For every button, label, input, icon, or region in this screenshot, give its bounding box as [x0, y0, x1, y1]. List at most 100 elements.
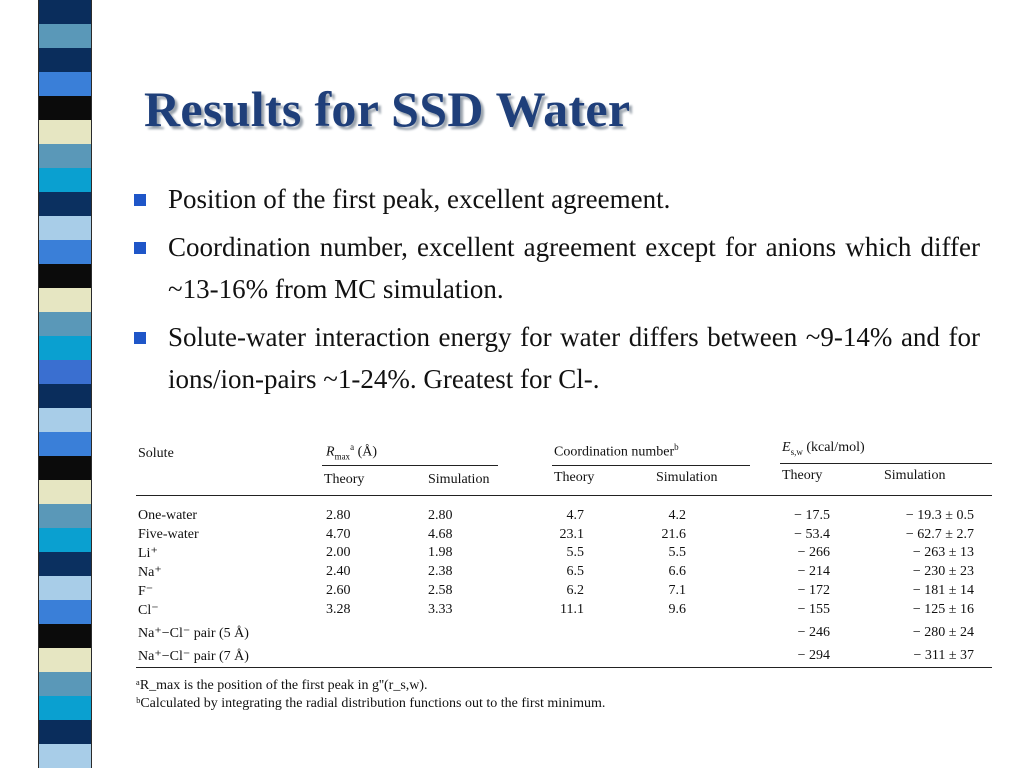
cell-c-sim: 5.5 [668, 545, 687, 560]
cell-r-sim: 2.80 [428, 508, 453, 523]
stripe-segment [38, 552, 92, 576]
cell-e-theory: − 266 [797, 545, 830, 560]
cell-e-theory: − 53.4 [794, 527, 830, 542]
subheader-energy-sim: Simulation [884, 468, 946, 483]
cell-c-theory: 6.2 [566, 583, 585, 598]
subheader-rmax-sim: Simulation [428, 472, 490, 487]
slide-title: Results for SSD Water [144, 81, 631, 137]
cell-r-theory: 4.70 [326, 527, 351, 542]
cell-e-sim: − 181 ± 14 [912, 583, 974, 598]
cell-r-sim: 1.98 [428, 545, 453, 560]
bullet-item: Coordination number, excellent agreement… [132, 226, 980, 310]
cell-e-theory: − 155 [797, 602, 830, 617]
stripe-segment [38, 120, 92, 144]
stripe-segment [38, 600, 92, 624]
decorative-stripe [0, 0, 128, 768]
cell-c-sim: 7.1 [668, 583, 687, 598]
stripe-segment [38, 504, 92, 528]
subheader-energy-theory: Theory [782, 468, 823, 483]
footnote-a: ᵃR_max is the position of the first peak… [136, 678, 428, 693]
stripe-segment [38, 696, 92, 720]
header-rule [136, 495, 992, 496]
results-table: Solute Rmaxa (Å) Coordination numberb Es… [130, 432, 1000, 722]
energy-underline [780, 463, 992, 464]
stripe-segment [38, 24, 92, 48]
stripe-segment [38, 96, 92, 120]
bullet-square-icon [134, 332, 146, 344]
cell-solute: Five-water [138, 527, 199, 542]
cell-e-sim: − 125 ± 16 [912, 602, 974, 617]
cell-c-theory: 23.1 [559, 527, 585, 542]
cell-c-sim: 4.2 [668, 508, 687, 523]
cell-c-theory: 6.5 [566, 564, 585, 579]
cell-solute: Na⁺ [138, 565, 162, 580]
subheader-coord-theory: Theory [554, 470, 595, 485]
cell-c-theory: 11.1 [560, 602, 584, 617]
cell-e-sim: − 62.7 ± 2.7 [905, 527, 974, 542]
cell-e-sim: − 280 ± 24 [912, 625, 974, 640]
stripe-segment [38, 192, 92, 216]
stripe-segment [38, 456, 92, 480]
cell-e-theory: − 17.5 [794, 508, 830, 523]
cell-solute: Cl⁻ [138, 603, 159, 618]
cell-r-sim: 4.68 [428, 527, 453, 542]
header-solute: Solute [138, 446, 174, 461]
cell-e-sim: − 230 ± 23 [912, 564, 974, 579]
cell-e-theory: − 294 [797, 648, 830, 663]
bullet-square-icon [134, 194, 146, 206]
stripe-segment [38, 720, 92, 744]
stripe-segment [38, 432, 92, 456]
bullet-item: Solute-water interaction energy for wate… [132, 316, 980, 400]
bullet-list: Position of the first peak, excellent ag… [132, 178, 980, 406]
bullet-item: Position of the first peak, excellent ag… [132, 178, 980, 220]
cell-e-sim: − 311 ± 37 [913, 648, 974, 663]
cell-c-sim: 9.6 [668, 602, 687, 617]
cell-c-sim: 21.6 [661, 527, 687, 542]
stripe-segment [38, 648, 92, 672]
coord-underline [552, 465, 750, 466]
header-energy: Es,w (kcal/mol) [782, 440, 865, 457]
cell-c-theory: 4.7 [566, 508, 585, 523]
stripe-segment [38, 744, 92, 768]
cell-r-theory: 2.40 [326, 564, 351, 579]
cell-r-sim: 3.33 [428, 602, 453, 617]
cell-r-sim: 2.38 [428, 564, 453, 579]
header-rmax: Rmaxa (Å) [326, 442, 377, 462]
rmax-underline [322, 465, 498, 466]
stripe-segment [38, 240, 92, 264]
stripe-segment [38, 216, 92, 240]
stripe-segment [38, 288, 92, 312]
cell-r-theory: 3.28 [326, 602, 351, 617]
bullet-square-icon [134, 242, 146, 254]
stripe-segment [38, 48, 92, 72]
cell-solute: One-water [138, 508, 198, 523]
cell-e-theory: − 172 [797, 583, 830, 598]
stripe-segment [38, 576, 92, 600]
stripe-segment [38, 144, 92, 168]
cell-r-theory: 2.00 [326, 545, 351, 560]
stripe-segment [38, 360, 92, 384]
stripe-segment [38, 336, 92, 360]
footnote-b: ᵇCalculated by integrating the radial di… [136, 696, 606, 711]
stripe-segment [38, 384, 92, 408]
cell-solute: Li⁺ [138, 546, 158, 561]
stripe-segment [38, 624, 92, 648]
cell-solute: F⁻ [138, 584, 154, 599]
bottom-rule [136, 667, 992, 668]
cell-r-theory: 2.60 [326, 583, 351, 598]
subheader-coord-sim: Simulation [656, 470, 718, 485]
stripe-segment [38, 0, 92, 24]
stripe-segment [38, 168, 92, 192]
header-coordination: Coordination numberb [554, 442, 679, 460]
cell-solute: Na⁺−Cl⁻ pair (7 Å) [138, 649, 249, 664]
stripe-segment [38, 72, 92, 96]
cell-c-theory: 5.5 [566, 545, 585, 560]
stripe-segment [38, 408, 92, 432]
stripe-segment [38, 480, 92, 504]
cell-r-sim: 2.58 [428, 583, 453, 598]
stripe-segment [38, 672, 92, 696]
cell-r-theory: 2.80 [326, 508, 351, 523]
stripe-segment [38, 528, 92, 552]
stripe-segment [38, 264, 92, 288]
stripe-segment [38, 312, 92, 336]
